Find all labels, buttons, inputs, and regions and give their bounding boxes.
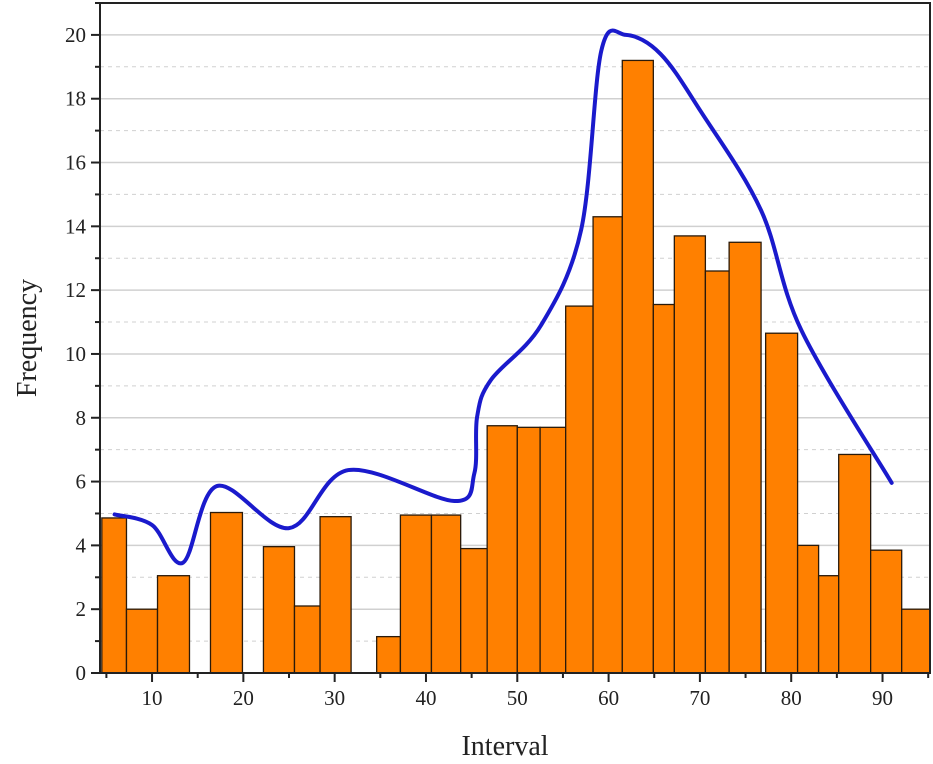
histogram-bar [486, 425, 518, 674]
bars [101, 59, 931, 674]
x-axis-label: Interval [461, 731, 548, 762]
histogram-bar [430, 514, 462, 674]
y-tick-label: 4 [76, 533, 87, 557]
plot-frame [99, 2, 931, 674]
histogram-bar [516, 426, 541, 674]
y-tick-label: 0 [76, 661, 87, 685]
x-tick-label: 60 [598, 686, 619, 710]
histogram-bar [796, 544, 820, 674]
y-tick-label: 12 [65, 278, 86, 302]
y-tick-label: 10 [65, 342, 86, 366]
histogram-bar [319, 516, 352, 674]
histogram-bar [901, 608, 931, 674]
histogram-bar [565, 305, 594, 674]
x-tick-label: 70 [689, 686, 710, 710]
histogram-bar [621, 59, 654, 674]
histogram-bar [209, 511, 244, 674]
histogram-bar [704, 270, 730, 674]
histogram-bar [817, 575, 840, 674]
x-tick-label: 20 [233, 686, 254, 710]
histogram-bar [869, 549, 903, 674]
x-tick-label: 40 [415, 686, 436, 710]
histogram-bar [673, 235, 707, 674]
histogram-bar [156, 575, 191, 674]
y-tick-label: 18 [65, 87, 86, 111]
x-tick-label: 90 [872, 686, 893, 710]
histogram-bar [376, 635, 402, 674]
histogram-bar [652, 303, 675, 674]
y-axis: 0 2 4 6 8 10 12 14 16 18 20 [65, 2, 100, 685]
histogram-bar [125, 608, 159, 674]
y-tick-label: 20 [65, 23, 86, 47]
x-axis: 10 20 30 40 50 60 70 80 90 [105, 673, 930, 710]
histogram-bar [592, 216, 623, 674]
x-tick-label: 10 [142, 686, 163, 710]
distribution-curve [112, 28, 894, 566]
y-axis-label: Frequency [12, 279, 43, 397]
y-tick-label: 2 [76, 597, 87, 621]
y-tick-label: 16 [65, 151, 86, 175]
y-tick-label: 14 [65, 214, 87, 238]
histogram-bar [399, 514, 433, 674]
histogram-bar [293, 605, 321, 674]
histogram-bar [838, 453, 872, 674]
x-tick-label: 30 [324, 686, 345, 710]
histogram-bar [460, 547, 488, 674]
histogram-bar [262, 546, 296, 674]
y-tick-label: 8 [76, 406, 87, 430]
histogram-bar [101, 517, 128, 674]
histogram-bar [764, 332, 799, 674]
x-tick-label: 80 [781, 686, 802, 710]
y-tick-label: 6 [76, 470, 87, 494]
x-tick-label: 50 [507, 686, 528, 710]
histogram-bar [728, 241, 762, 674]
histogram-bar [539, 426, 567, 674]
